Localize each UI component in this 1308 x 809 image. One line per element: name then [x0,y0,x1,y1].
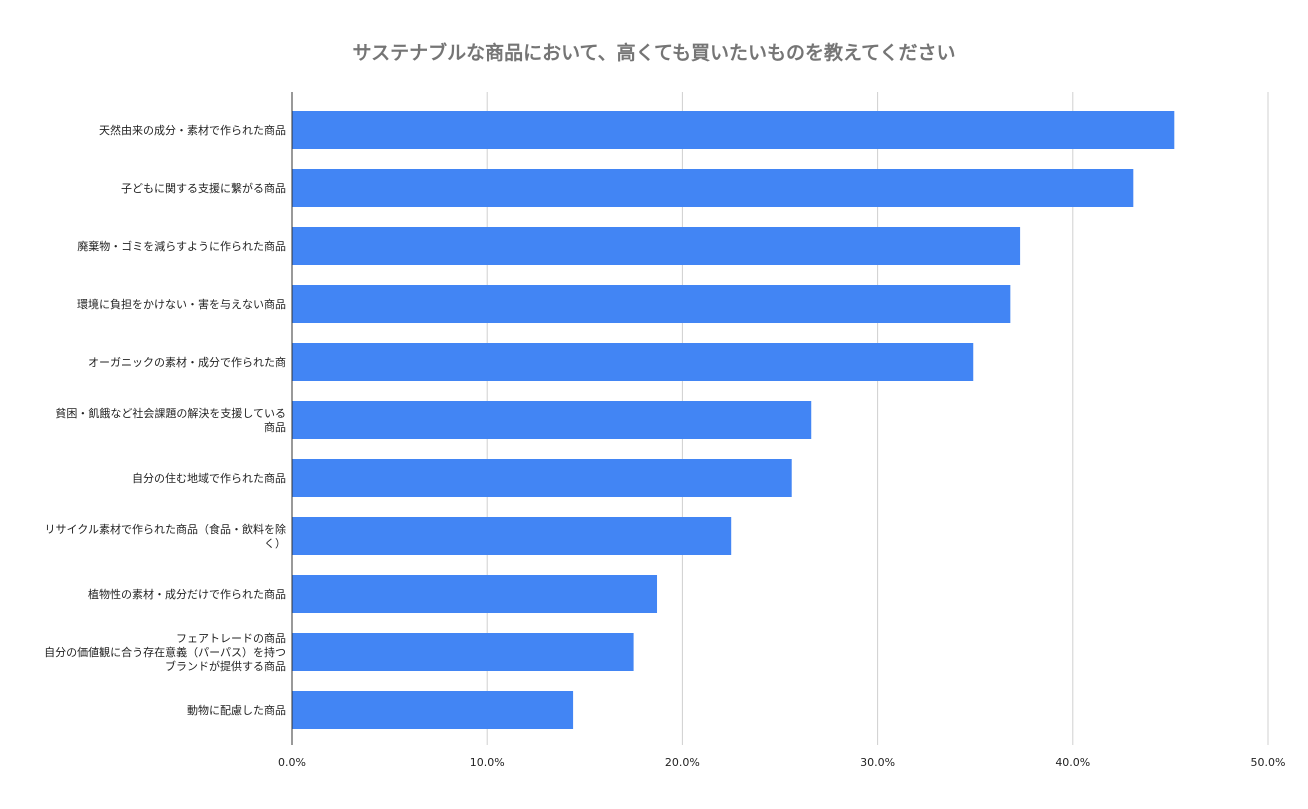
chart-title: サステナブルな商品において、高くても買いたいものを教えてください [352,42,956,64]
category-labels: 天然由来の成分・素材で作られた商品子どもに関する支援に繋がる商品廃棄物・ゴミを減… [44,123,286,717]
bar [292,575,658,613]
category-label: リサイクル素材で作られた商品（食品・飲料を除 [45,522,286,536]
bar [292,459,792,497]
category-label: 環境に負担をかけない・害を与えない商品 [77,297,286,311]
bar [292,227,1021,265]
category-label: 貧困・飢餓など社会課題の解決を支援している [55,406,286,420]
x-tick-label: 10.0% [470,756,505,769]
category-label: 自分の住む地域で作られた商品 [132,471,286,485]
x-tick-label: 30.0% [860,756,895,769]
category-label: オーガニックの素材・成分で作られた商 [88,355,286,369]
bar [292,401,812,439]
x-tick-label: 20.0% [665,756,700,769]
category-label: 子どもに関する支援に繋がる商品 [121,181,286,195]
category-label: フェアトレードの商品 [176,631,286,645]
category-label: 天然由来の成分・素材で作られた商品 [99,123,286,137]
bar [292,343,974,381]
bars [292,111,1175,729]
bar [292,633,634,671]
category-label: 動物に配慮した商品 [187,703,286,717]
x-tick-label: 50.0% [1251,756,1286,769]
category-label: 植物性の素材・成分だけで作られた商品 [88,587,286,601]
x-tick-label: 40.0% [1055,756,1090,769]
category-label: 廃棄物・ゴミを減らすように作られた商品 [77,239,286,253]
bar [292,285,1011,323]
bar [292,169,1134,207]
x-axis-tick-labels: 0.0% 10.0% 20.0% 30.0% 40.0% 50.0% [278,756,1285,769]
x-tick-label: 0.0% [278,756,306,769]
bar [292,111,1175,149]
category-label: く） [264,537,286,550]
category-label: 商品 [264,420,286,434]
category-label: 自分の価値観に合う存在意義（パーパス）を持つ [44,645,286,659]
bar [292,517,732,555]
category-label: ブランドが提供する商品 [165,659,286,673]
bar [292,691,574,729]
